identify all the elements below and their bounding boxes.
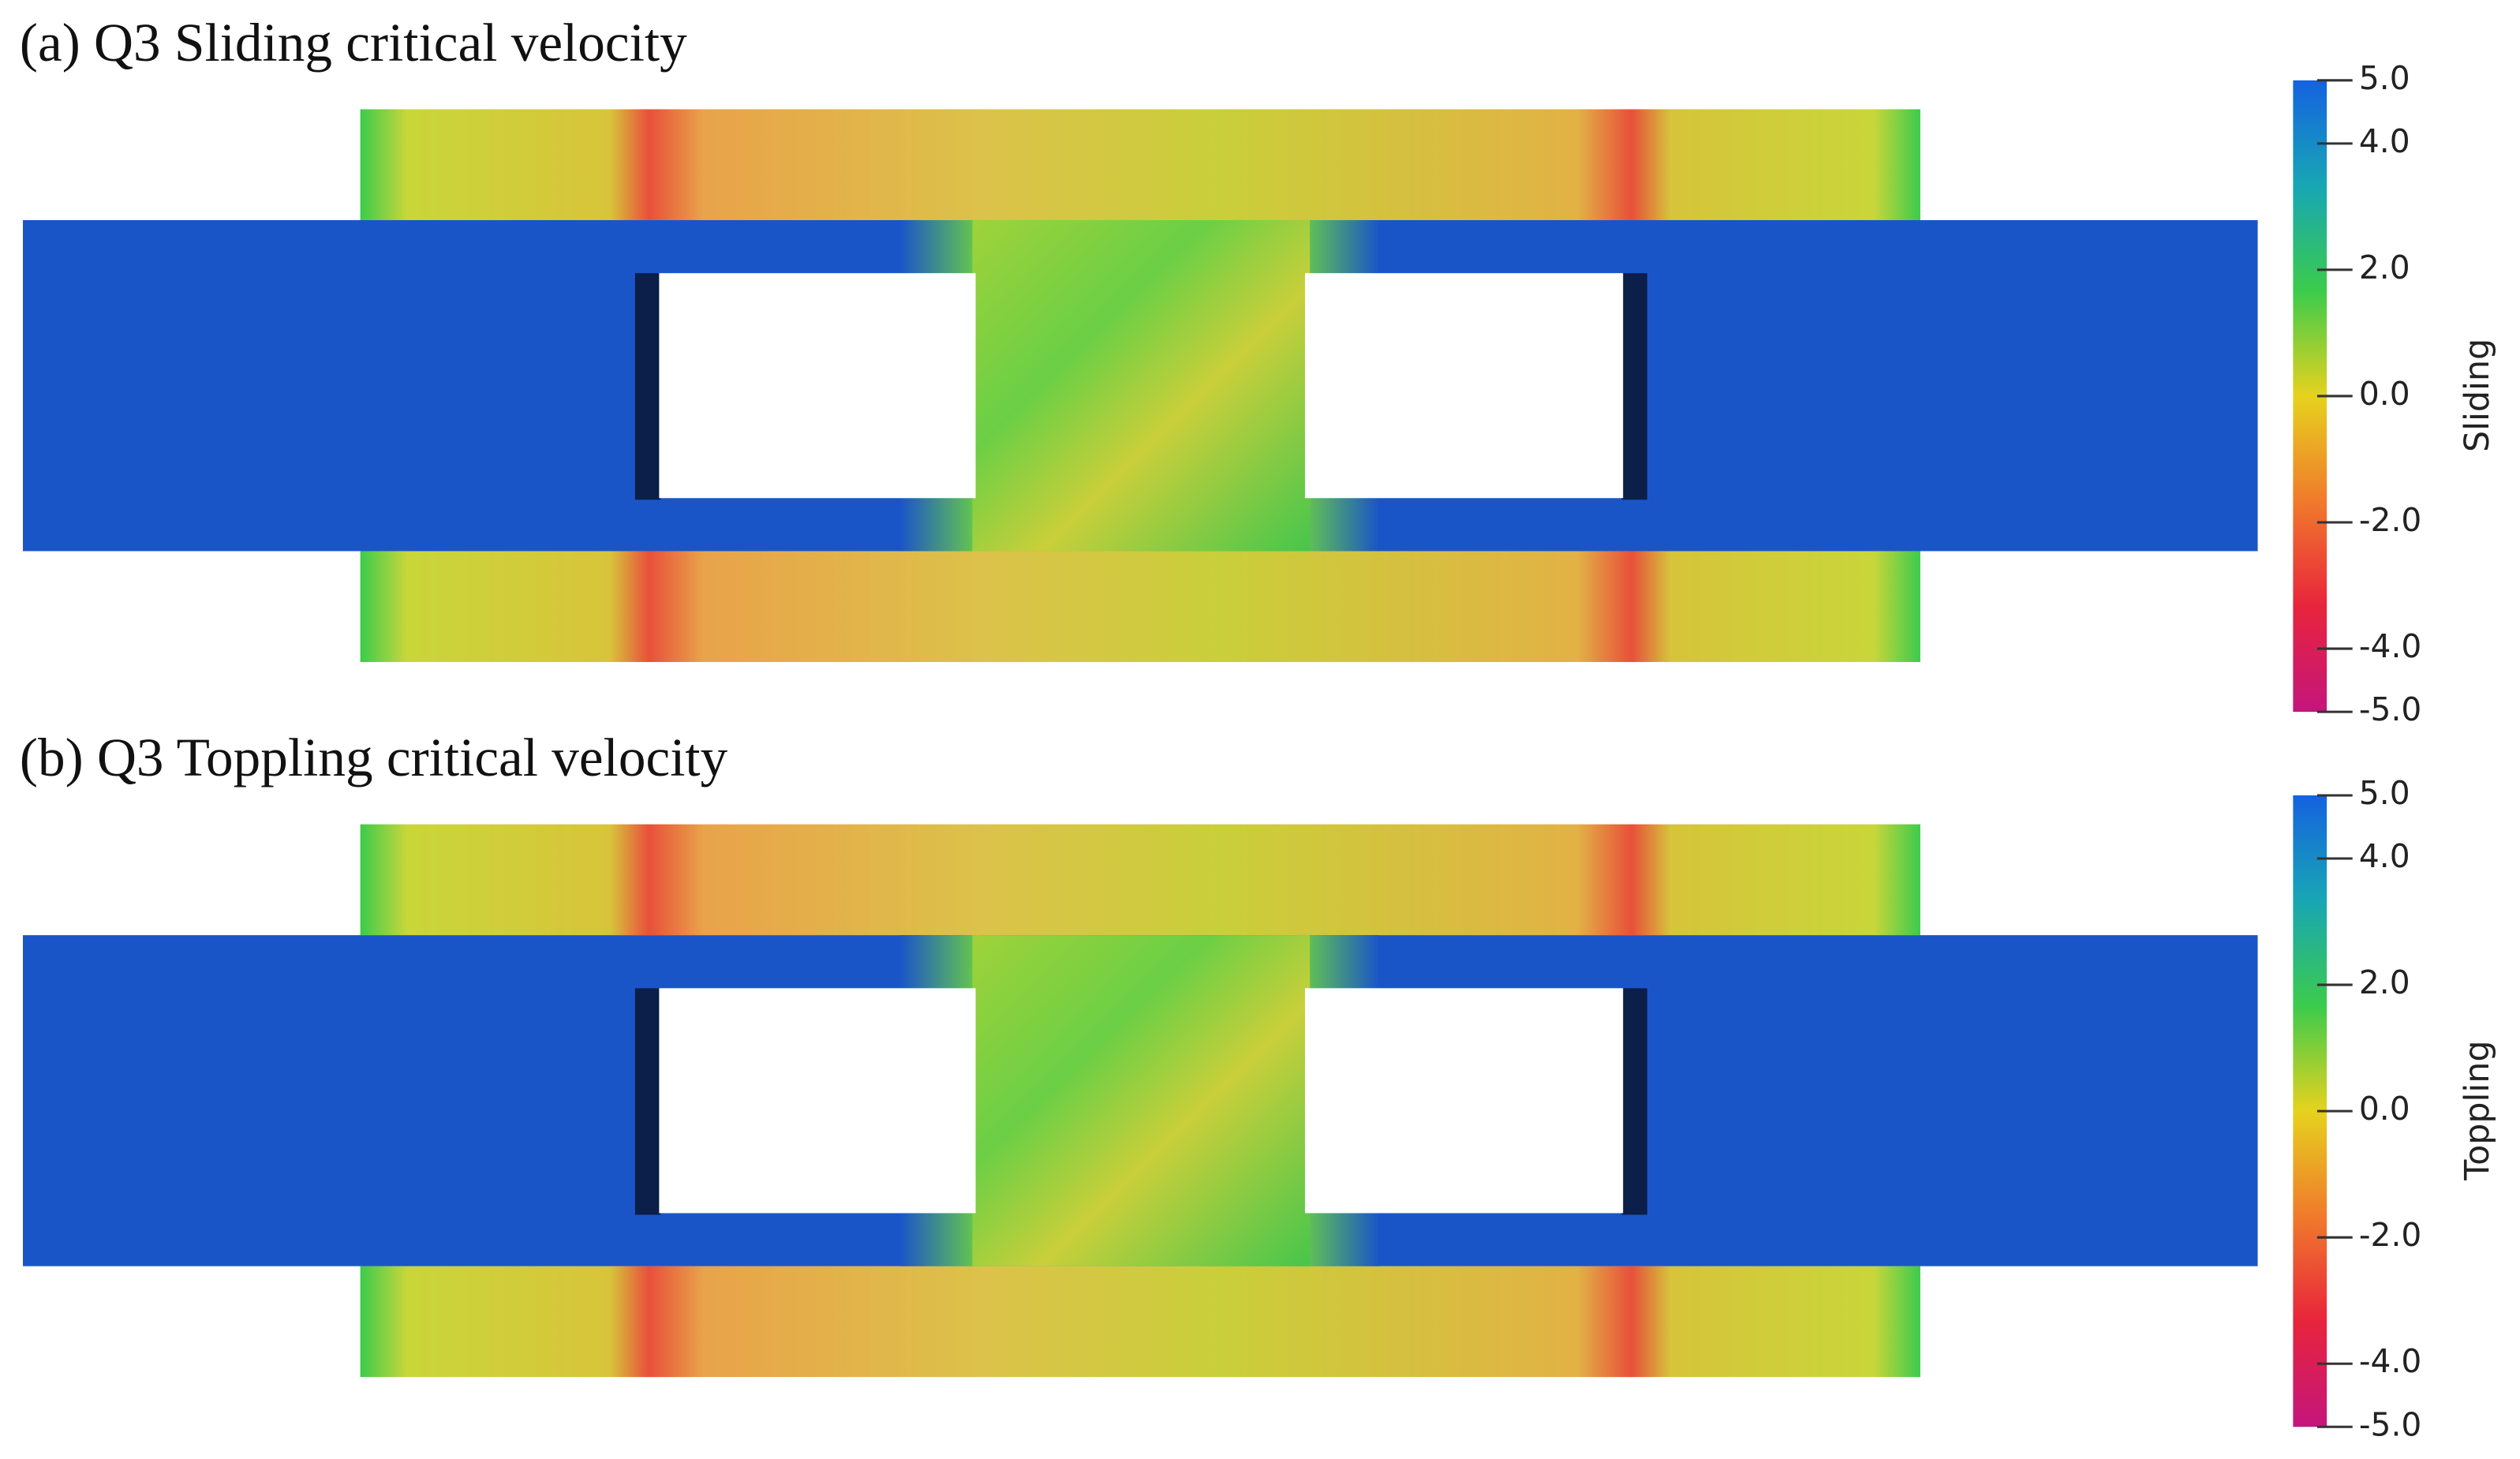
hole-left-edge xyxy=(634,273,661,500)
bottom-strip xyxy=(360,1266,1920,1378)
colorbar-tick-label: -4.0 xyxy=(2359,627,2421,665)
center-region xyxy=(972,935,1310,1266)
colorbar-tick-label: 4.0 xyxy=(2359,837,2410,875)
colorbar-tick-label: -5.0 xyxy=(2359,1405,2421,1443)
center-region xyxy=(972,219,1310,552)
hole-right xyxy=(1305,273,1624,499)
colorbar-tick-label: 5.0 xyxy=(2359,59,2410,97)
field xyxy=(23,109,2258,662)
hole-left xyxy=(659,273,976,499)
panel-title: (b) Q3 Toppling critical velocity xyxy=(20,727,728,787)
colorbar-tick-label: -2.0 xyxy=(2359,501,2421,539)
panel-title: (a) Q3 Sliding critical velocity xyxy=(20,12,687,73)
colorbar-tick-label: 0.0 xyxy=(2359,375,2410,413)
panel: (a) Q3 Sliding critical velocity 5.0 4.0 2.… xyxy=(20,12,2497,728)
colorbar-tick-label: -5.0 xyxy=(2359,690,2421,728)
colorbar-tick-label: 2.0 xyxy=(2359,963,2410,1001)
colorbar-tick-label: 0.0 xyxy=(2359,1090,2410,1128)
colorbar-tick-label: 5.0 xyxy=(2359,774,2410,812)
panel: (b) Q3 Toppling critical velocity 5.0 4.0 2… xyxy=(20,727,2497,1443)
colorbar-label: Toppling xyxy=(2458,1040,2497,1180)
colorbar-tick-label: -4.0 xyxy=(2359,1342,2421,1380)
hole-right-edge xyxy=(1621,988,1647,1215)
field xyxy=(23,824,2258,1378)
colorbar-label: Sliding xyxy=(2458,339,2497,452)
bottom-strip xyxy=(360,551,1920,662)
colorbar-tick-label: -2.0 xyxy=(2359,1216,2421,1254)
hole-left-edge xyxy=(634,988,661,1215)
top-strip xyxy=(360,109,1920,220)
colorbar-tick-label: 4.0 xyxy=(2359,122,2410,160)
hole-left xyxy=(659,988,976,1214)
hole-right xyxy=(1305,988,1624,1214)
top-strip xyxy=(360,824,1920,936)
hole-right-edge xyxy=(1621,273,1647,500)
colorbar-tick-label: 2.0 xyxy=(2359,249,2410,286)
